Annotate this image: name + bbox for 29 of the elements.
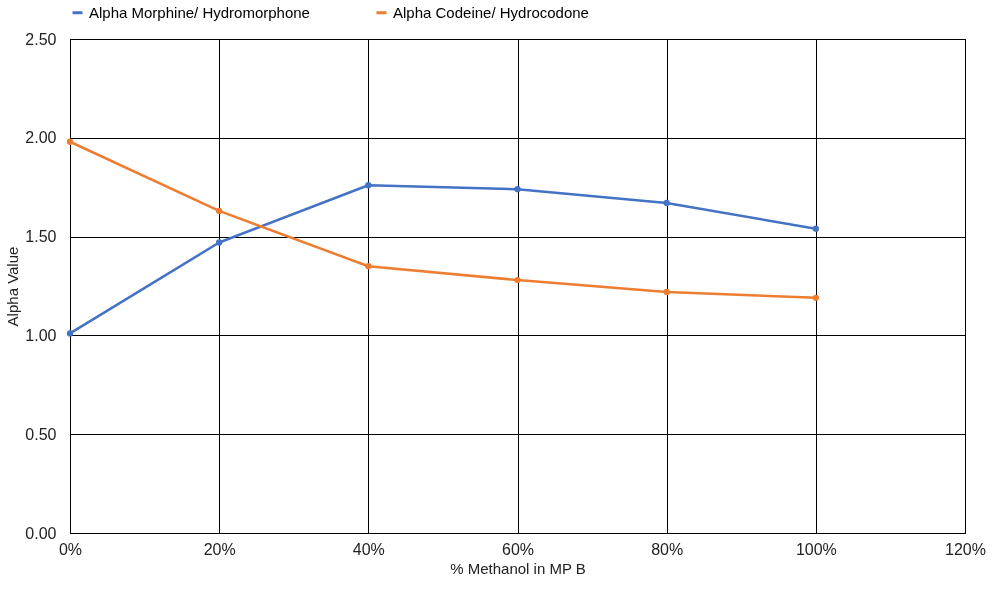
- y-tick-label: 2.00: [25, 129, 57, 147]
- point: [812, 225, 819, 232]
- x-tick-label: 60%: [501, 540, 535, 558]
- x-tick-label: 80%: [651, 540, 684, 558]
- y-tick-label: 0.00: [25, 524, 57, 542]
- y-tick-label: 2.50: [25, 30, 57, 48]
- y-tick-label: 1.00: [25, 326, 57, 344]
- x-tick-label: 120%: [945, 540, 986, 558]
- point: [514, 186, 521, 193]
- x-tick-label: 20%: [203, 540, 236, 558]
- point: [365, 182, 372, 189]
- x-tick-label: 100%: [795, 540, 837, 558]
- point: [216, 239, 223, 246]
- point: [66, 138, 74, 145]
- legend-label: Alpha Codeine/ Hydrocodone: [393, 3, 589, 21]
- point: [514, 276, 521, 284]
- point: [216, 207, 223, 215]
- point: [663, 199, 670, 207]
- y-tick-label: 1.50: [25, 228, 57, 246]
- point: [663, 288, 670, 296]
- x-tick-label: 40%: [352, 540, 385, 558]
- point: [812, 294, 819, 302]
- point: [66, 330, 74, 337]
- x-tick-label: 0%: [58, 540, 83, 558]
- y-axis-title: Alpha Value: [4, 246, 22, 327]
- legend-label: Alpha Morphine/ Hydromorphone: [89, 3, 310, 21]
- point: [365, 263, 372, 270]
- y-tick-label: 0.50: [25, 425, 57, 443]
- x-axis-title: % Methanol in MP B: [450, 559, 586, 577]
